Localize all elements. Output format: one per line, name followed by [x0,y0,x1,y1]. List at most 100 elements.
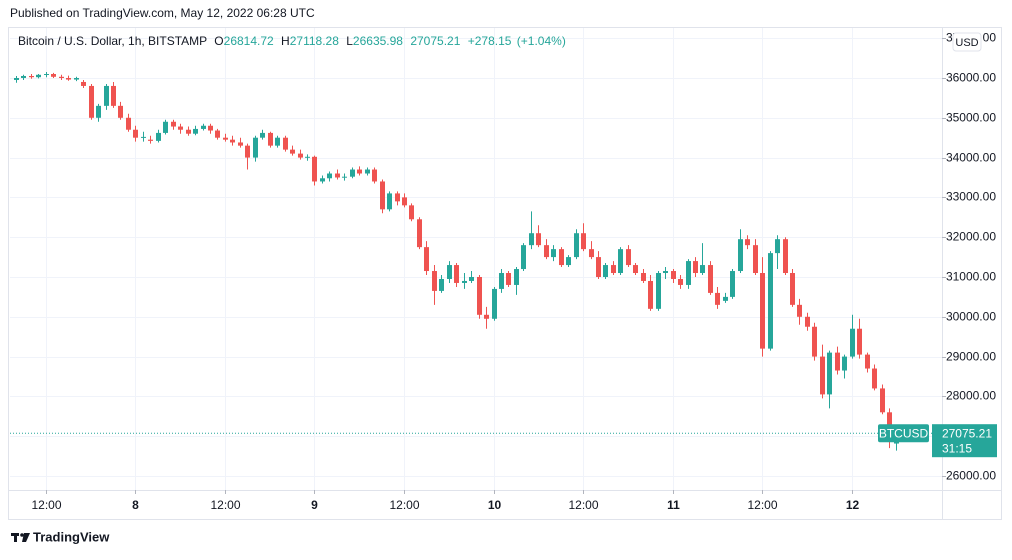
candle-body [790,273,795,305]
candle-body [387,193,392,210]
y-tick-label: 35000.00 [946,111,996,125]
x-tick-label: 8 [132,498,139,512]
high-prefix: H [281,34,290,48]
candle-body [402,197,407,206]
candle-body [820,356,825,395]
symbol-tag [878,424,929,443]
candle-body [850,328,855,357]
candle-body [447,265,452,279]
candle-body [693,261,698,274]
candle-body [208,125,213,131]
y-tick-label: 34000.00 [946,151,996,165]
candle-body [89,85,94,118]
candle-body [439,278,444,291]
candle-body [506,273,511,285]
candle-body [275,137,280,146]
candle-body [305,156,310,158]
x-tick-label: 11 [667,498,680,512]
candle-body [454,265,459,283]
candle-body [29,75,34,78]
candles [14,72,899,451]
candle-body [424,247,429,272]
axes: 26000.0027000.0028000.0029000.0030000.00… [10,31,997,512]
candle-body [783,239,788,274]
candle-body [417,219,422,248]
y-tick-label: 29000.00 [946,350,996,364]
candle-body [499,273,504,289]
x-tick-label: 12:00 [747,498,777,512]
candle-body [626,249,631,266]
high-value: 27118.28 [290,34,339,48]
candle-body [81,81,86,86]
candle-body [260,132,265,138]
candle-body [544,245,549,258]
y-tick-label: 30000.00 [946,310,996,324]
candle-body [193,128,198,134]
candle-body [812,326,817,357]
candle-body [59,76,64,78]
candle-body [723,296,728,301]
candle-body [574,233,579,258]
candle-body [14,77,19,80]
symbol-label: BTCUSD [879,426,929,440]
candle-body [865,354,870,369]
candle-body [633,265,638,274]
candle-body [611,265,616,274]
candle-body [477,276,482,315]
candle-body [857,328,862,355]
candle-body [171,121,176,127]
low-value: 26635.98 [353,34,403,48]
candle-body [641,273,646,281]
candle-body [96,105,101,118]
x-tick-label: 12:00 [568,498,598,512]
candle-body [462,280,467,283]
logo-mark [20,533,24,537]
candle-body [163,121,168,133]
candle-body [245,145,250,158]
candle-body [327,173,332,179]
candle-body [201,125,206,129]
x-tick-label: 12:00 [389,498,419,512]
candle-body [141,136,146,138]
candle-body [880,388,885,413]
currency-badge[interactable] [952,32,982,52]
candle-body [156,132,161,141]
candle-body [514,269,519,285]
candle-body [268,132,273,146]
candle-body [432,271,437,291]
candle-body [760,273,765,349]
candle-body [44,74,49,76]
change-percent: (+1.04%) [517,34,566,48]
open-prefix: O [214,34,223,48]
change-value: +278.15 [468,34,512,48]
symbol-title: Bitcoin / U.S. Dollar, 1h, BITSTAMP [18,34,207,48]
candle-body [596,257,601,277]
candle-body [559,249,564,266]
footer-brand: TradingView [33,529,110,544]
published-note: Published on TradingView.com, May 12, 20… [10,6,315,20]
candle-body [745,239,750,246]
candle-body [708,265,713,293]
y-tick-label: 33000.00 [946,190,996,204]
candle-body [529,233,534,246]
candle-body [21,75,26,78]
candle-body [365,169,370,174]
candle-body [186,129,191,134]
candle-body [104,85,109,106]
y-tick-label: 26000.00 [946,469,996,483]
candle-body [350,169,355,177]
candle-body [536,233,541,246]
candle-body [223,137,228,140]
x-tick-label: 12:00 [210,498,240,512]
x-tick-label: 12 [846,498,860,512]
candle-body [700,265,705,274]
candle-body [409,205,414,220]
candle-body [484,314,489,319]
currency-label[interactable]: USD [955,37,978,49]
candle-body [753,245,758,274]
candle-body [827,352,832,395]
y-tick-label: 32000.00 [946,230,996,244]
candle-body [842,356,847,371]
footer-logo: TradingView [11,529,110,544]
candle-body [671,271,676,279]
